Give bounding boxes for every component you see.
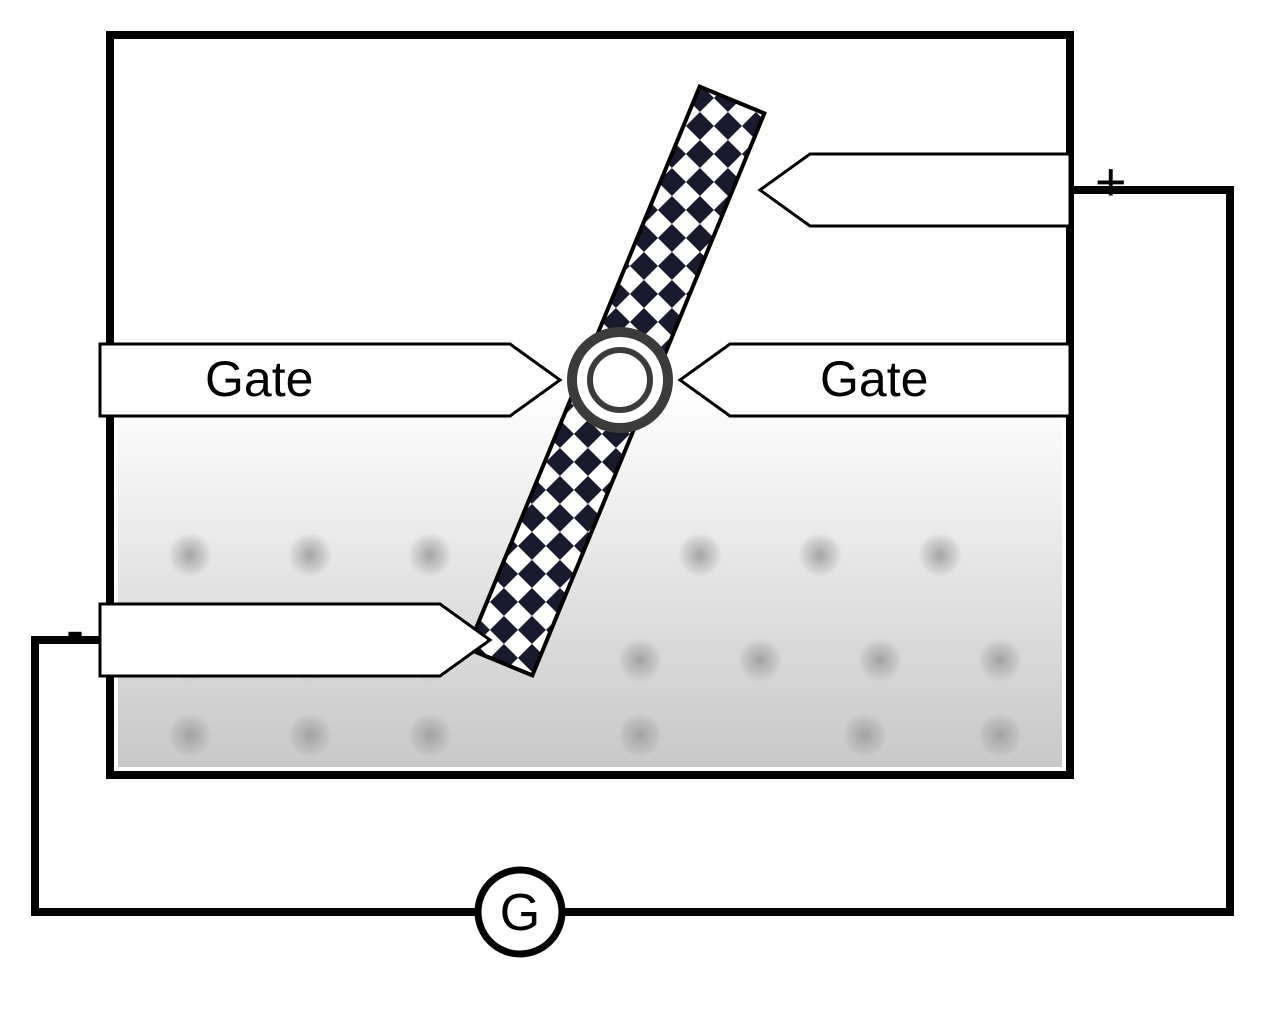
- gate-right-label: Gate: [820, 351, 928, 407]
- substrate-dot: [978, 638, 1023, 683]
- substrate-dot: [288, 713, 333, 758]
- substrate-dot: [288, 533, 333, 578]
- substrate-dot: [168, 713, 213, 758]
- substrate-dot: [168, 533, 213, 578]
- substrate-dot: [618, 713, 663, 758]
- substrate-dot: [408, 713, 453, 758]
- substrate-dot: [978, 713, 1023, 758]
- substrate-dot: [678, 533, 723, 578]
- substrate-dot: [858, 638, 903, 683]
- drain-electrode: [760, 154, 1070, 226]
- substrate-dot: [618, 638, 663, 683]
- gate-left-label: Gate: [205, 351, 313, 407]
- substrate-dot: [738, 638, 783, 683]
- source-electrode: [100, 604, 490, 676]
- gate-electrode-left: [100, 344, 560, 416]
- minus-label: -: [66, 600, 84, 660]
- substrate-dot: [843, 713, 888, 758]
- center-node-inner: [590, 350, 650, 410]
- substrate-dot: [798, 533, 843, 578]
- substrate-dot: [918, 533, 963, 578]
- substrate-dot: [408, 533, 453, 578]
- plus-label: +: [1095, 152, 1127, 212]
- galv-label: G: [500, 884, 540, 942]
